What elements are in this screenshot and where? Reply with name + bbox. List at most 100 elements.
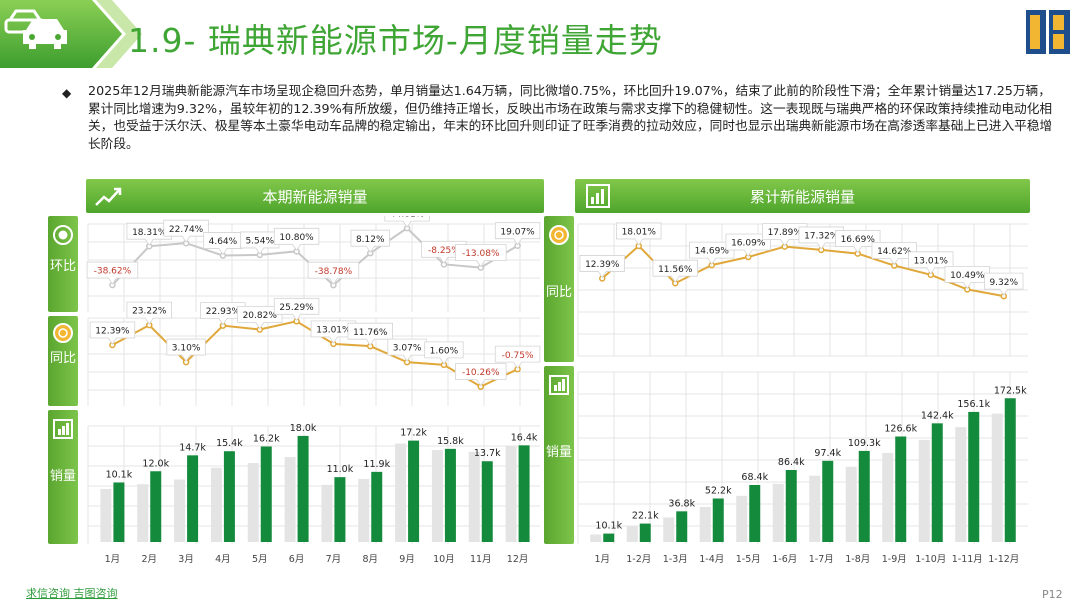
monthly-value-label: 12.0k xyxy=(142,458,169,469)
source-link[interactable]: 求信咨询 吉图咨询 xyxy=(26,587,118,600)
mom-label: -13.08% xyxy=(455,244,507,268)
data-label-box xyxy=(455,363,507,387)
monthly-bar xyxy=(408,440,420,542)
data-label: 12.39% xyxy=(95,327,130,337)
monthly-bar xyxy=(297,435,309,542)
monthly-bar xyxy=(371,471,383,542)
cum-bar xyxy=(603,533,615,542)
data-label-box xyxy=(871,242,917,266)
monthly-tick-label: 2月 xyxy=(141,554,157,565)
monthly-bar xyxy=(187,455,199,542)
cum-value-label: 126.6k xyxy=(884,424,917,435)
monthly-bar-prior xyxy=(137,484,149,542)
right-side-label-yoy: 同比 xyxy=(544,216,574,362)
cum-tick-label: 1-9月 xyxy=(882,554,907,565)
bar-chart-icon xyxy=(53,419,73,439)
cum-bar-prior xyxy=(991,413,1003,542)
data-label: 23.22% xyxy=(132,307,167,317)
mom-label: 44.81% xyxy=(384,216,430,228)
cum-yoy-label: 18.01% xyxy=(616,222,662,246)
cum-value-label: 22.1k xyxy=(632,511,659,522)
cum-tick-label: 1-10月 xyxy=(915,554,946,565)
monthly-tick-label: 8月 xyxy=(362,554,378,565)
data-label: -0.75% xyxy=(502,351,534,361)
data-label-box xyxy=(126,301,172,325)
data-label-box xyxy=(273,227,320,252)
data-label: -10.26% xyxy=(462,368,500,378)
cum-tick-label: 1-11月 xyxy=(952,554,983,565)
cum-yoy-label: 10.49% xyxy=(944,265,990,290)
data-label: 18.01% xyxy=(622,228,657,238)
monthly-bar-prior xyxy=(431,450,443,542)
monthly-value-label: 17.2k xyxy=(400,428,427,439)
data-label: 4.64% xyxy=(209,237,238,247)
data-label-box xyxy=(89,321,136,345)
cum-tick-label: 1-4月 xyxy=(699,554,724,565)
cum-bar-prior xyxy=(626,526,638,542)
monthly-value-label: 16.2k xyxy=(253,434,280,445)
cum-tick-label: 1-7月 xyxy=(809,554,834,565)
monthly-tick-label: 5月 xyxy=(252,554,268,565)
cum-bar xyxy=(931,423,943,542)
monthly-bar-prior xyxy=(174,479,186,542)
data-label-box xyxy=(579,255,625,279)
monthly-bar-prior xyxy=(395,443,407,542)
cum-bar xyxy=(1004,398,1016,542)
cum-bar xyxy=(639,523,651,542)
cum-yoy-label: 17.89% xyxy=(762,223,808,247)
mom-label: 5.54% xyxy=(240,231,280,255)
data-label: 5.54% xyxy=(245,237,274,247)
monthly-bar xyxy=(150,471,162,542)
monthly-tick-label: 7月 xyxy=(326,554,342,565)
cum-value-label: 10.1k xyxy=(595,521,622,532)
cum-bar-prior xyxy=(699,507,711,542)
bar-chart-icon xyxy=(549,375,569,395)
mom-label: 22.74% xyxy=(163,219,209,243)
yoy-label: 22.93% xyxy=(200,302,246,326)
cum-value-label: 52.2k xyxy=(705,486,732,497)
yoy-label: 3.07% xyxy=(387,338,427,362)
mom-label: 8.12% xyxy=(350,229,390,253)
data-label: -13.08% xyxy=(462,249,500,259)
monthly-tick-label: 12月 xyxy=(507,554,529,565)
data-label: 14.69% xyxy=(695,247,730,257)
data-label: 11.56% xyxy=(658,265,693,275)
side-text-yoy: 同比 xyxy=(49,351,76,366)
monthly-value-label: 15.8k xyxy=(437,436,464,447)
monthly-tick-label: 6月 xyxy=(289,554,305,565)
mom-label: 19.07% xyxy=(494,222,541,246)
cum-yoy-label: 13.01% xyxy=(908,251,954,275)
data-label: 19.07% xyxy=(500,227,535,237)
right-chart: 12.39% 18.01% 11.56%14.69%16.09%17.89% 17.3… xyxy=(576,216,1032,572)
bar-growth-icon xyxy=(586,184,610,208)
monthly-bar-prior xyxy=(321,484,333,542)
cum-tick-label: 1月 xyxy=(594,554,610,565)
cum-value-label: 172.5k xyxy=(994,385,1027,396)
monthly-bar-prior xyxy=(468,451,480,542)
monthly-bar-prior xyxy=(100,488,112,542)
data-label: -38.78% xyxy=(315,267,353,277)
yoy-label: 25.29% xyxy=(273,297,320,322)
data-label-box xyxy=(350,229,390,253)
right-side-text-sales: 销量 xyxy=(545,445,572,460)
cum-value-label: 68.4k xyxy=(741,472,768,483)
data-label: 9.32% xyxy=(989,278,1018,288)
data-label-box xyxy=(86,261,139,285)
monthly-tick-label: 1月 xyxy=(105,554,121,565)
cum-bar-prior xyxy=(809,475,821,542)
left-panel-header: 本期新能源销量 xyxy=(86,179,544,213)
data-label-box xyxy=(163,219,209,243)
monthly-tick-label: 9月 xyxy=(399,554,415,565)
monthly-value-label: 16.4k xyxy=(511,432,538,443)
monthly-bar xyxy=(113,482,125,542)
yoy-label: -10.26% xyxy=(455,363,507,387)
data-label-box xyxy=(384,216,430,228)
data-label: 11.76% xyxy=(353,328,388,338)
right-panel-header: 累计新能源销量 xyxy=(575,179,1030,213)
cum-bar-prior xyxy=(918,439,930,542)
monthly-value-label: 11.9k xyxy=(363,459,390,470)
side-text-sales: 销量 xyxy=(49,469,76,484)
monthly-value-label: 14.7k xyxy=(179,442,206,453)
cum-value-label: 109.3k xyxy=(848,438,881,449)
data-label: 20.82% xyxy=(243,311,278,321)
